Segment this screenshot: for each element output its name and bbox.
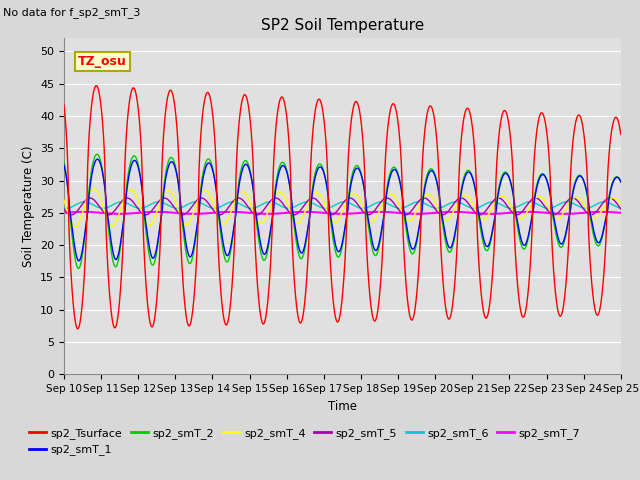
Text: No data for f_sp2_smT_3: No data for f_sp2_smT_3 (3, 7, 141, 18)
Legend: sp2_Tsurface, sp2_smT_1, sp2_smT_2, sp2_smT_4, sp2_smT_5, sp2_smT_6, sp2_smT_7: sp2_Tsurface, sp2_smT_1, sp2_smT_2, sp2_… (25, 424, 584, 460)
Text: TZ_osu: TZ_osu (78, 55, 127, 68)
X-axis label: Time: Time (328, 400, 357, 413)
Title: SP2 Soil Temperature: SP2 Soil Temperature (260, 18, 424, 33)
Y-axis label: Soil Temperature (C): Soil Temperature (C) (22, 145, 35, 267)
